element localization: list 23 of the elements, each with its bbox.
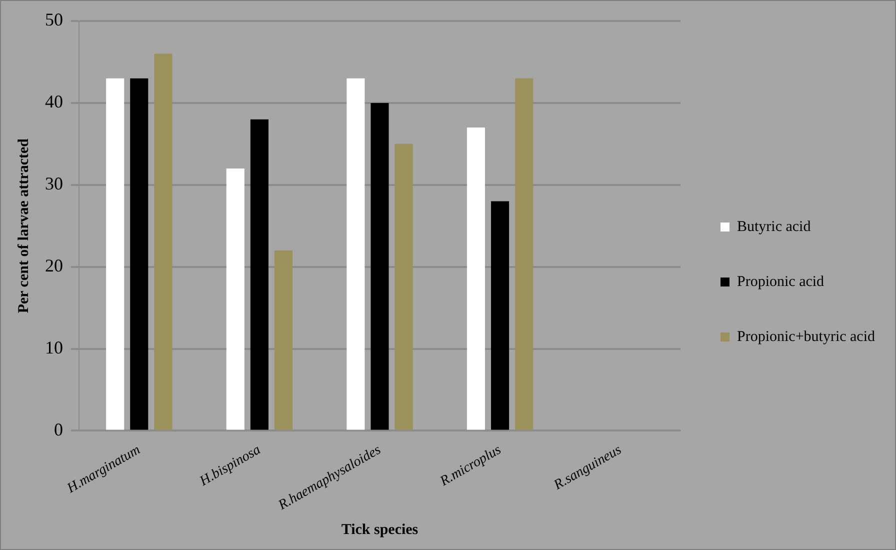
y-tick-label: 50 xyxy=(45,10,63,30)
bar xyxy=(466,128,486,430)
legend-label: Propionic+butyric acid xyxy=(736,328,876,345)
bar xyxy=(130,78,148,430)
bar xyxy=(394,144,413,430)
bar xyxy=(250,119,268,430)
bar xyxy=(274,250,293,430)
bar xyxy=(370,102,389,430)
bar xyxy=(515,78,534,430)
legend-label: Butyric acid xyxy=(736,218,812,235)
bar xyxy=(106,78,124,430)
y-tick-label: 30 xyxy=(45,174,63,194)
bar xyxy=(491,201,510,430)
legend-label: Propionic acid xyxy=(736,274,825,290)
y-tick-label: 0 xyxy=(54,419,63,440)
bar xyxy=(226,168,244,430)
y-tick-label: 10 xyxy=(45,338,63,358)
bar xyxy=(346,78,365,430)
y-axis-title: Per cent of larvae attracted xyxy=(16,138,32,314)
bar xyxy=(154,54,172,430)
x-axis-title: Tick species xyxy=(341,522,418,538)
y-tick-label: 40 xyxy=(45,92,63,112)
y-tick-label: 20 xyxy=(45,256,63,276)
